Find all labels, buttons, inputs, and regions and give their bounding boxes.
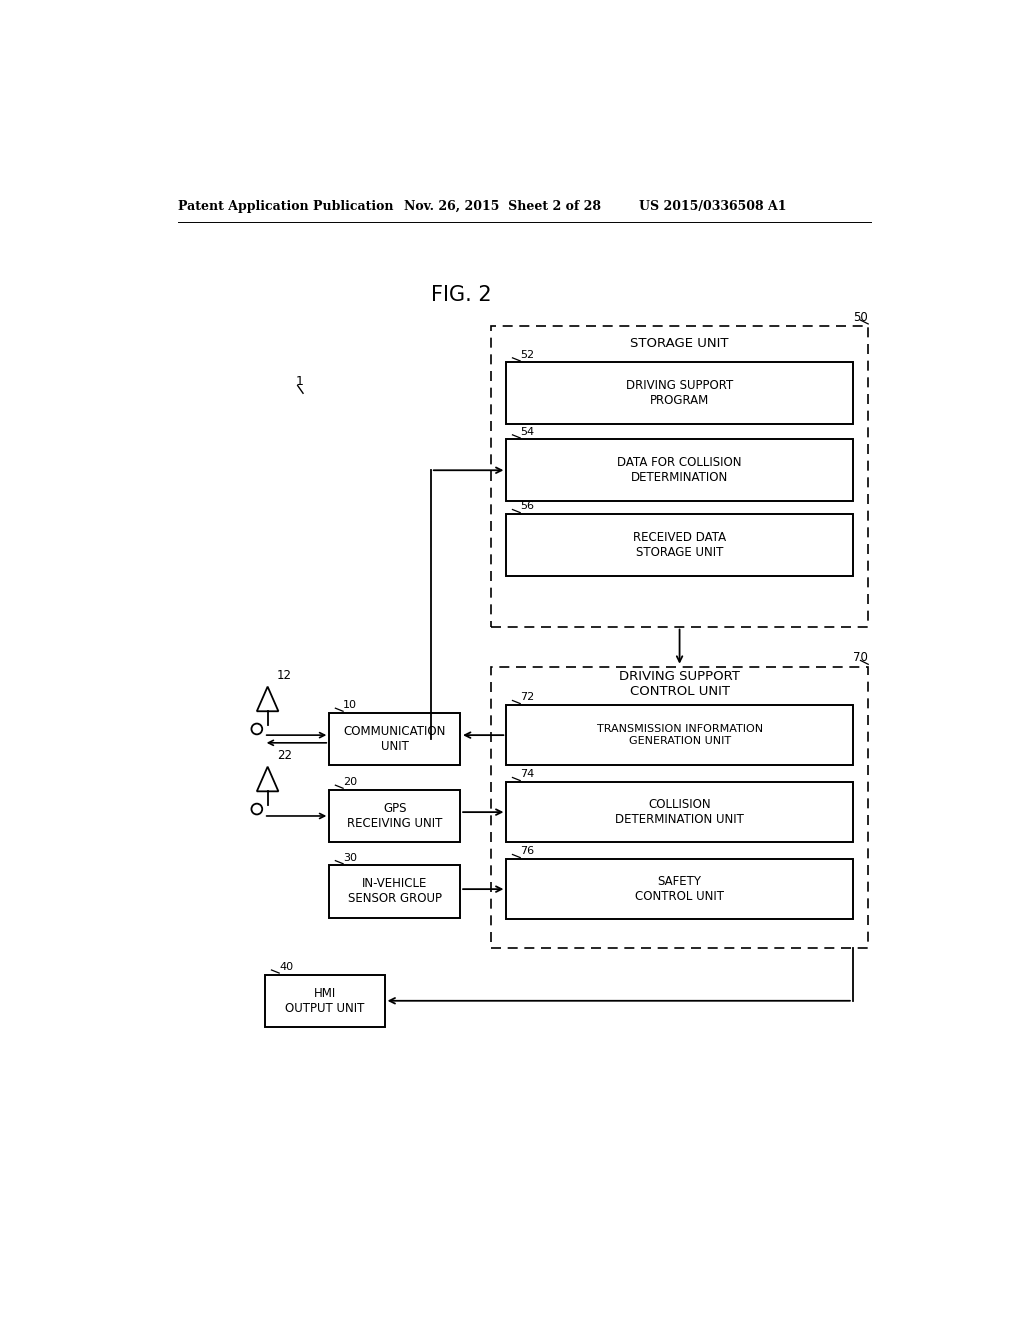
Text: 30: 30 [343,853,357,862]
Text: IN-VEHICLE
SENSOR GROUP: IN-VEHICLE SENSOR GROUP [348,878,441,906]
Text: GPS
RECEIVING UNIT: GPS RECEIVING UNIT [347,803,442,830]
Text: 70: 70 [853,651,868,664]
Text: DRIVING SUPPORT
PROGRAM: DRIVING SUPPORT PROGRAM [626,379,733,408]
Text: 72: 72 [520,693,535,702]
Text: FIG. 2: FIG. 2 [431,285,492,305]
Text: 76: 76 [520,846,535,857]
Text: Nov. 26, 2015  Sheet 2 of 28: Nov. 26, 2015 Sheet 2 of 28 [403,199,601,213]
Text: RECEIVED DATA
STORAGE UNIT: RECEIVED DATA STORAGE UNIT [633,531,726,558]
Text: DATA FOR COLLISION
DETERMINATION: DATA FOR COLLISION DETERMINATION [617,457,741,484]
Text: SAFETY
CONTROL UNIT: SAFETY CONTROL UNIT [635,875,724,903]
Text: 1: 1 [296,375,304,388]
Bar [330,789,460,842]
Text: 56: 56 [520,502,535,511]
Text: Patent Application Publication: Patent Application Publication [178,199,394,213]
Text: 40: 40 [280,962,293,972]
Bar [490,667,868,948]
Text: 12: 12 [276,669,292,682]
Bar [265,974,385,1027]
Text: 74: 74 [520,770,535,779]
Text: STORAGE UNIT: STORAGE UNIT [631,337,729,350]
Text: TRANSMISSION INFORMATION
GENERATION UNIT: TRANSMISSION INFORMATION GENERATION UNIT [597,725,763,746]
Bar [330,866,460,917]
Bar [506,859,853,919]
Text: COMMUNICATION
UNIT: COMMUNICATION UNIT [343,725,445,752]
Bar [506,363,853,424]
Bar [330,713,460,766]
Text: 20: 20 [343,777,357,787]
Text: 10: 10 [343,700,357,710]
Bar [506,513,853,576]
Bar [506,705,853,766]
Text: DRIVING SUPPORT
CONTROL UNIT: DRIVING SUPPORT CONTROL UNIT [620,669,740,697]
Bar [490,326,868,627]
Text: HMI
OUTPUT UNIT: HMI OUTPUT UNIT [286,987,365,1015]
Text: 50: 50 [853,310,868,323]
Bar [506,440,853,502]
Text: COLLISION
DETERMINATION UNIT: COLLISION DETERMINATION UNIT [615,799,744,826]
Bar [506,781,853,842]
Text: 22: 22 [276,750,292,763]
Text: 54: 54 [520,426,535,437]
Text: 52: 52 [520,350,535,360]
Text: US 2015/0336508 A1: US 2015/0336508 A1 [639,199,786,213]
